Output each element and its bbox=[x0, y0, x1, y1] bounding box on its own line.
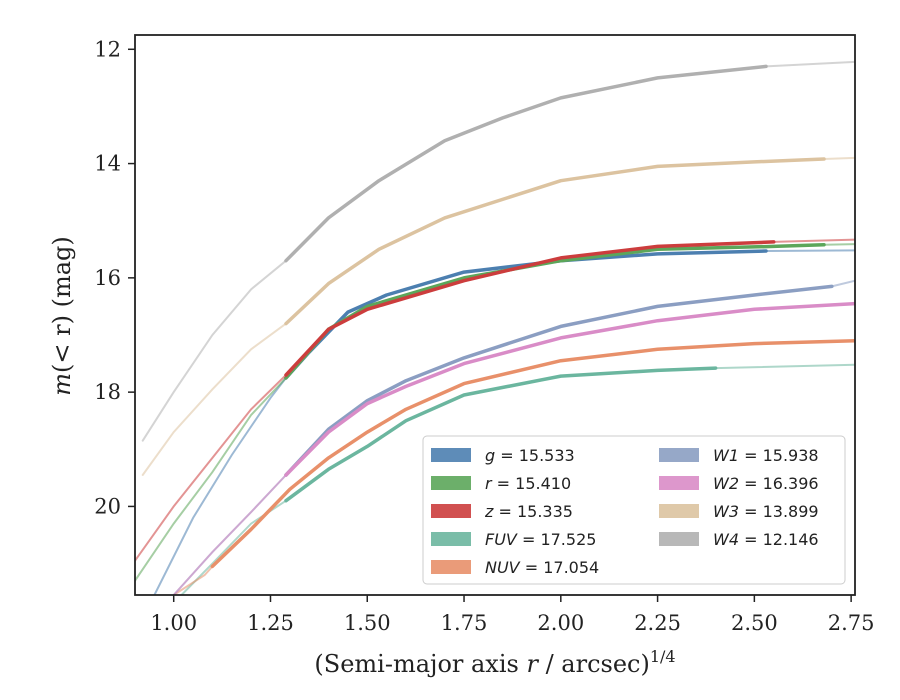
series-W1-line bbox=[284, 284, 834, 477]
x-tick-label: 1.75 bbox=[441, 611, 488, 635]
legend-entry-W1: W1 = 15.938 bbox=[659, 446, 819, 465]
legend-entry-W3: W3 = 13.899 bbox=[659, 502, 819, 521]
legend-label: z = 15.335 bbox=[484, 502, 573, 521]
series-W4-tail-line bbox=[765, 60, 855, 68]
y-tick-label: 16 bbox=[94, 266, 121, 290]
legend-swatch bbox=[431, 560, 471, 574]
series-z-line bbox=[284, 240, 776, 377]
legend-label: W3 = 13.899 bbox=[713, 502, 819, 521]
legend-swatch bbox=[431, 476, 471, 490]
legend-entry-W4: W4 = 12.146 bbox=[659, 530, 819, 549]
legend-entry-r: r = 15.410 bbox=[431, 474, 571, 493]
y-axis-label: m(< r) (mag) bbox=[48, 236, 76, 396]
series-W4-line bbox=[284, 64, 768, 263]
legend: g = 15.533 r = 15.410 z = 15.335 FUV = 17.5… bbox=[422, 435, 846, 585]
legend-box bbox=[422, 435, 846, 585]
x-axis: 1.00 1.25 1.50 1.75 2.00 2.25 2.50 2.75 bbox=[150, 595, 875, 635]
legend-label: FUV = 17.525 bbox=[485, 530, 596, 549]
x-tick-label: 1.25 bbox=[247, 611, 294, 635]
legend-entry-FUV: FUV = 17.525 bbox=[431, 530, 596, 549]
x-tick-label: 2.25 bbox=[634, 611, 681, 635]
legend-swatch bbox=[431, 504, 471, 518]
legend-entry-NUV: NUV = 17.054 bbox=[431, 558, 599, 577]
series-W3-tail-line bbox=[823, 156, 855, 160]
series-W2-line bbox=[284, 301, 855, 477]
legend-label: W1 = 15.938 bbox=[713, 446, 819, 465]
x-tick-label: 1.50 bbox=[344, 611, 391, 635]
series-z-tail-line bbox=[772, 238, 855, 243]
series-W2 bbox=[172, 301, 855, 595]
y-tick-label: 18 bbox=[94, 380, 121, 404]
plot-area bbox=[134, 34, 856, 596]
series-W4 bbox=[141, 60, 855, 442]
legend-label: W4 = 12.146 bbox=[713, 530, 819, 549]
legend-entry-W2: W2 = 16.396 bbox=[659, 474, 819, 493]
series-z-faint-line bbox=[135, 374, 287, 562]
series-NUV-faint-line bbox=[172, 565, 214, 595]
series-r-tail-line bbox=[823, 243, 855, 246]
series-NUV bbox=[172, 338, 855, 595]
x-tick-label: 2.50 bbox=[731, 611, 778, 635]
legend-label: NUV = 17.054 bbox=[485, 558, 599, 577]
legend-swatch bbox=[659, 504, 699, 518]
series-r-faint-line bbox=[135, 376, 287, 582]
legend-swatch bbox=[431, 532, 471, 546]
series-FUV-line bbox=[284, 366, 718, 503]
series-NUV-line bbox=[210, 338, 855, 569]
series-W2-faint-line bbox=[172, 474, 287, 595]
x-tick-label: 1.00 bbox=[150, 611, 197, 635]
legend-label: g = 15.533 bbox=[485, 446, 575, 465]
x-tick-label: 2.00 bbox=[537, 611, 584, 635]
series-W3 bbox=[141, 156, 855, 476]
legend-swatch bbox=[659, 448, 699, 462]
series-z bbox=[135, 238, 855, 562]
plot-frame bbox=[134, 34, 856, 596]
legend-label: r = 15.410 bbox=[485, 474, 571, 493]
series-FUV-tail-line bbox=[714, 363, 855, 370]
legend-swatch bbox=[431, 448, 471, 462]
x-axis-label: (Semi-major axis r / arcsec)1/4 bbox=[314, 647, 675, 678]
legend-swatch bbox=[659, 476, 699, 490]
series-W3-faint-line bbox=[141, 322, 287, 476]
series-W1-tail-line bbox=[830, 279, 855, 288]
series-W3-line bbox=[284, 157, 826, 326]
curves bbox=[135, 60, 855, 595]
legend-label: W2 = 16.396 bbox=[713, 474, 819, 493]
y-tick-label: 14 bbox=[94, 152, 121, 176]
series-g-faint-line bbox=[153, 376, 287, 595]
series-g-tail-line bbox=[765, 249, 855, 252]
legend-entry-g: g = 15.533 bbox=[431, 446, 575, 465]
x-tick-label: 2.75 bbox=[828, 611, 875, 635]
legend-swatch bbox=[659, 532, 699, 546]
y-tick-label: 20 bbox=[94, 494, 121, 518]
y-axis: 12 14 16 18 20 bbox=[94, 37, 135, 518]
y-tick-label: 12 bbox=[94, 37, 121, 61]
series-W4-faint-line bbox=[141, 259, 287, 442]
legend-entry-z: z = 15.335 bbox=[431, 502, 573, 521]
